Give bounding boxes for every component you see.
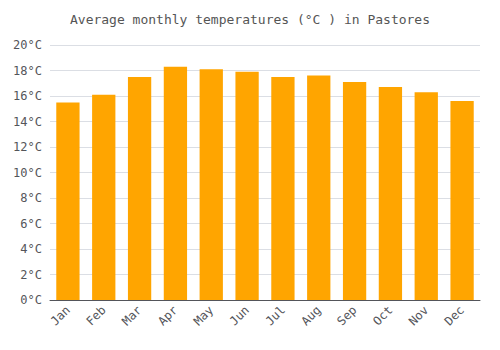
svg-text:16°C: 16°C [13, 89, 42, 103]
svg-text:Sep: Sep [334, 303, 359, 328]
svg-text:8°C: 8°C [20, 191, 42, 205]
svg-text:Aug: Aug [298, 303, 323, 328]
svg-text:18°C: 18°C [13, 64, 42, 78]
svg-text:Average monthly temperatures (: Average monthly temperatures (°C ) in Pa… [70, 12, 430, 27]
svg-text:4°C: 4°C [20, 242, 42, 256]
svg-text:12°C: 12°C [13, 140, 42, 154]
svg-text:Dec: Dec [442, 303, 467, 328]
svg-text:May: May [191, 303, 216, 328]
svg-text:20°C: 20°C [13, 38, 42, 52]
svg-text:14°C: 14°C [13, 115, 42, 129]
svg-text:Jun: Jun [227, 303, 252, 328]
svg-text:Jan: Jan [48, 303, 73, 328]
svg-text:Feb: Feb [83, 303, 108, 328]
svg-text:Jul: Jul [263, 303, 288, 328]
svg-text:Nov: Nov [406, 303, 431, 328]
svg-text:Mar: Mar [119, 303, 144, 328]
svg-text:Oct: Oct [370, 303, 395, 328]
svg-text:6°C: 6°C [20, 217, 42, 231]
svg-text:Apr: Apr [155, 303, 180, 328]
svg-text:0°C: 0°C [20, 293, 42, 307]
svg-text:10°C: 10°C [13, 166, 42, 180]
svg-text:2°C: 2°C [20, 268, 42, 282]
